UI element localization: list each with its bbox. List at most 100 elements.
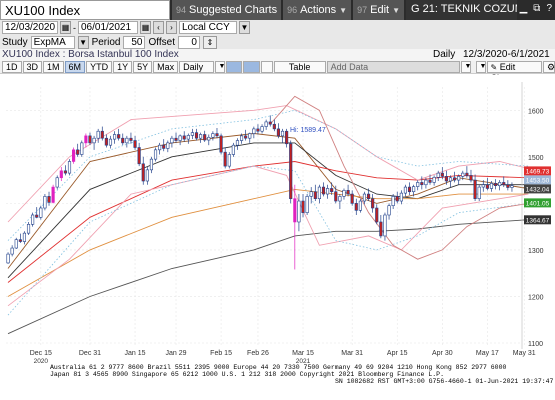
candle — [342, 190, 346, 197]
suggested-charts-label: Suggested Charts — [189, 4, 278, 16]
candle — [235, 140, 240, 146]
study-label: Study — [2, 36, 28, 48]
value-label: 1469.73 — [526, 168, 550, 175]
x-tick-label: Mar 31 — [341, 350, 363, 357]
candle — [395, 196, 399, 202]
candle — [453, 177, 457, 181]
line-chart-icon[interactable] — [225, 61, 243, 73]
candle — [199, 134, 203, 139]
candle — [178, 135, 182, 141]
candle — [59, 170, 63, 179]
candle — [485, 184, 489, 189]
footer-line-1: Australia 61 2 9777 8600 Brazil 5511 239… — [50, 364, 507, 371]
candle — [489, 183, 494, 189]
range-button-5y[interactable]: 5Y — [133, 61, 153, 73]
ticker-input[interactable]: XU100 Index — [0, 0, 170, 20]
candle — [317, 186, 321, 200]
help-icon[interactable]: ? — [546, 3, 552, 14]
offset-field[interactable]: 0 — [177, 35, 200, 49]
date-range-label: 12/3/2020-6/1/2021 — [463, 49, 550, 60]
chevron-down-icon[interactable]: ▼ — [77, 35, 89, 49]
value-label-box — [524, 166, 551, 176]
candle — [293, 198, 297, 223]
candle — [96, 130, 100, 139]
x-tick-label: Feb 26 — [247, 350, 269, 357]
footer-line-2: Japan 81 3 4565 8900 Singapore 65 6212 1… — [50, 371, 444, 379]
title-bar: XU100 Index 94 Suggested Charts 96 Actio… — [0, 0, 555, 20]
candle — [407, 186, 412, 193]
chevron-down-icon[interactable]: ▼ — [460, 61, 471, 73]
chevron-down-icon[interactable]: ▼ — [214, 61, 225, 73]
actions-button[interactable]: 96 Actions ▼ — [283, 0, 352, 20]
candle — [170, 137, 174, 144]
candle — [399, 192, 403, 202]
period-select[interactable]: Daily — [179, 61, 214, 73]
candle — [285, 130, 289, 145]
range-button-1y[interactable]: 1Y — [113, 61, 133, 73]
last-value-labels: 1469.73 1453.50 1432.04 1401.05 1364.67 — [524, 166, 551, 225]
candles — [6, 115, 514, 270]
chevron-down-icon[interactable]: ▼ — [239, 21, 250, 34]
grid-icon[interactable] — [261, 61, 273, 73]
range-buttons: 1D 3D 1M 6M YTD 1Y 5Y Max — [2, 61, 179, 73]
candle — [280, 130, 285, 137]
chevron-down-icon[interactable]: ▼ — [475, 61, 486, 73]
candle — [51, 186, 55, 203]
indicator-bb_upper — [7, 105, 529, 223]
settings-icon[interactable]: ⚙ — [543, 61, 555, 73]
high-annotation: Hi: 1589.47 — [290, 127, 326, 134]
end-date-field[interactable]: 06/01/2021 — [78, 21, 138, 34]
table-button[interactable]: Table — [273, 61, 326, 73]
period-field[interactable]: 50 — [123, 35, 146, 49]
candle — [80, 142, 84, 155]
study-select[interactable]: ExpMA — [30, 35, 75, 49]
indicator-env_upper — [7, 109, 529, 241]
start-date-field[interactable]: 12/03/2020 — [2, 21, 58, 34]
suggested-charts-button[interactable]: 94 Suggested Charts — [172, 0, 282, 20]
minimize-icon[interactable]: ▁ — [519, 3, 528, 14]
x-tick-label: May 31 — [513, 350, 536, 357]
calendar-icon[interactable]: ▦ — [140, 21, 151, 34]
candle — [252, 128, 256, 134]
link-icon[interactable]: ⧉ — [533, 3, 541, 14]
candle — [498, 182, 502, 186]
range-button-1m[interactable]: 1M — [43, 61, 64, 73]
candle — [18, 239, 22, 242]
candle — [145, 169, 149, 182]
candle — [448, 177, 453, 182]
candle — [153, 149, 158, 160]
indicator-smooth_pink — [269, 95, 529, 260]
edit-chart-button[interactable]: ✎ Edit Chart — [486, 61, 542, 83]
candle — [137, 147, 141, 165]
y-tick-label: 1300 — [528, 248, 544, 255]
candle — [301, 200, 305, 213]
calendar-icon[interactable]: ▦ — [60, 21, 71, 34]
candle — [321, 186, 326, 195]
period-label: Period — [91, 36, 121, 48]
edit-label: Edit — [370, 4, 390, 16]
candle — [108, 138, 113, 146]
currency-select[interactable]: Local CCY — [179, 21, 237, 34]
chevron-left-icon[interactable]: ‹ — [153, 21, 164, 34]
chart-toolbar: 1D 3D 1M 6M YTD 1Y 5Y Max Daily ▼ Table Add Dat… — [0, 61, 555, 83]
range-button-max[interactable]: Max — [153, 61, 179, 73]
candle-chart-icon[interactable] — [243, 61, 261, 73]
candle — [190, 132, 194, 136]
range-button-3d[interactable]: 3D — [22, 61, 43, 73]
expand-icon[interactable]: ⇕ — [202, 35, 217, 49]
add-data-field[interactable]: Add Data — [326, 61, 460, 73]
candle — [211, 133, 215, 138]
chevron-right-icon[interactable]: › — [166, 21, 177, 34]
candle — [149, 158, 154, 171]
range-button-ytd[interactable]: YTD — [86, 61, 113, 73]
chevron-down-icon: ▼ — [392, 5, 400, 15]
security-description: XU100 Index : Borsa Istanbul 100 Index — [2, 49, 179, 60]
candle — [416, 182, 420, 187]
candle — [391, 196, 395, 206]
range-button-1d[interactable]: 1D — [2, 61, 22, 73]
range-button-6m[interactable]: 6M — [64, 61, 86, 73]
candle — [182, 135, 186, 140]
edit-button[interactable]: 97 Edit ▼ — [353, 0, 404, 20]
